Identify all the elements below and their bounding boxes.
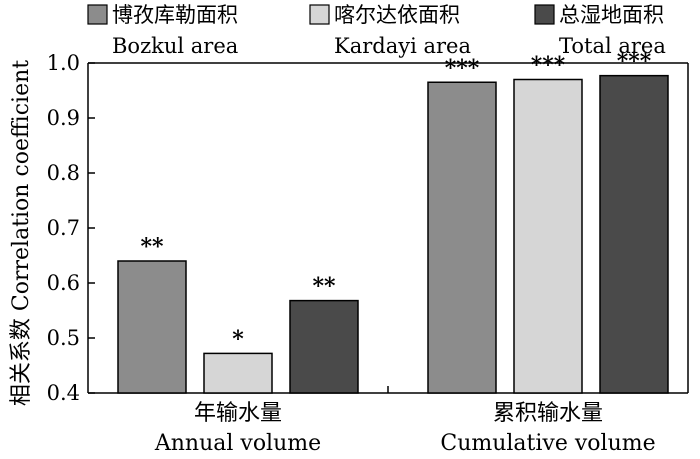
significance-label: **	[312, 274, 336, 300]
legend-label-en: Total area	[559, 34, 666, 58]
legend-label: 博孜库勒面积	[112, 3, 238, 27]
legend-swatch	[309, 4, 330, 25]
legend-label-en: Bozkul area	[112, 34, 238, 58]
y-tick-label: 0.7	[47, 216, 80, 240]
significance-label: **	[140, 234, 164, 260]
legend-label: 总湿地面积	[559, 3, 664, 27]
significance-label: ***	[617, 49, 652, 75]
significance-label: *	[232, 326, 244, 352]
plot-area: 0.40.50.60.70.80.91.0**************年输水量A…	[47, 49, 689, 456]
y-tick-label: 0.6	[47, 271, 80, 295]
x-category-label-en: Annual volume	[154, 431, 321, 456]
y-tick-label: 0.5	[47, 326, 80, 350]
legend: 博孜库勒面积 Bozkul area 喀尔达依面积 Kardayi area 总湿地面积…	[87, 3, 666, 58]
bar	[203, 352, 273, 394]
y-axis-label: 相关系数 Correlation coefficient	[9, 60, 34, 406]
legend-swatch	[87, 4, 108, 25]
y-tick-label: 0.9	[47, 106, 80, 130]
bar	[599, 74, 669, 394]
significance-label: ***	[445, 55, 480, 81]
x-category-label-en: Cumulative volume	[440, 431, 655, 456]
y-tick-label: 0.4	[47, 381, 80, 405]
bar	[427, 81, 497, 394]
x-category-label: 年输水量	[194, 401, 282, 426]
bar	[289, 299, 359, 394]
legend-label: 喀尔达依面积	[334, 3, 460, 27]
x-category-label: 累积输水量	[493, 401, 603, 426]
bar	[513, 78, 583, 394]
legend-label-en: Kardayi area	[334, 34, 471, 58]
y-tick-label: 1.0	[47, 51, 80, 75]
legend-swatch	[534, 4, 555, 25]
bar	[117, 260, 187, 394]
y-tick-label: 0.8	[47, 161, 80, 185]
significance-label: ***	[531, 53, 566, 79]
